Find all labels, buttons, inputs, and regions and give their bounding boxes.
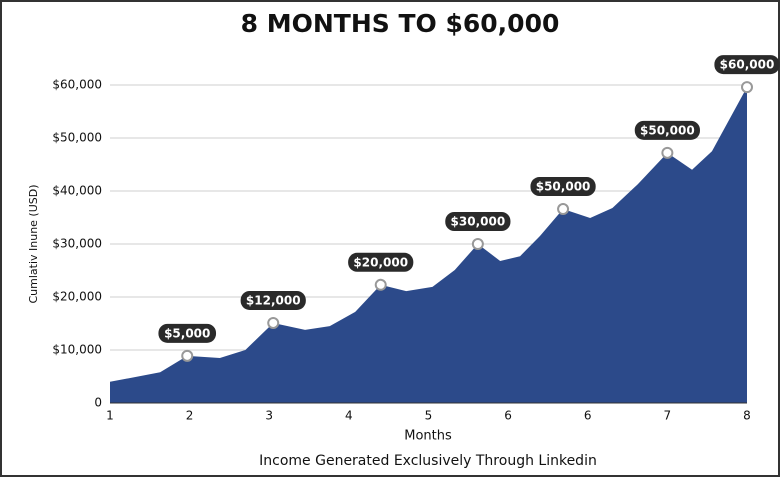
- x-tick-label: 6: [584, 409, 592, 423]
- point-marker: [557, 203, 570, 216]
- y-tick-label: 0: [94, 396, 102, 410]
- annotation: $20,000: [353, 255, 408, 269]
- annotation-box: [240, 290, 306, 310]
- annotation-box: [714, 55, 780, 75]
- x-axis-label: Months: [404, 429, 452, 444]
- y-tick-label: $40,000: [52, 184, 102, 198]
- x-tick-label: 3: [265, 409, 273, 423]
- annotation-box: [348, 252, 414, 272]
- x-tick-label: 6: [504, 409, 512, 423]
- x-tick-label: 1: [106, 409, 114, 423]
- point-marker: [471, 238, 484, 250]
- point-marker: [741, 81, 753, 94]
- point-marker: [661, 146, 674, 159]
- annotation: $12,000: [246, 293, 301, 307]
- x-tick-label: 8: [743, 409, 751, 423]
- x-tick-label: 7: [664, 409, 672, 423]
- subtitle: Income Generated Exclusively Through Lin…: [259, 453, 597, 469]
- annotation-box: [158, 323, 217, 343]
- y-axis-label: Cumlativ Inune (USD): [27, 184, 40, 303]
- point-marker: [374, 278, 387, 291]
- annotation: $60,000: [720, 58, 775, 72]
- annotation-box: [634, 120, 700, 140]
- chart-title: 8 MONTHS TO $60,000: [241, 9, 560, 38]
- point-marker: [267, 316, 280, 329]
- y-tick-label: $60,000: [52, 78, 102, 92]
- x-tick-label: 5: [425, 409, 433, 423]
- annotation-box: [530, 177, 596, 197]
- y-tick-label: $30,000: [52, 237, 102, 251]
- annotation: $30,000: [451, 215, 506, 229]
- point-marker: [181, 349, 194, 362]
- y-tick-label: $20,000: [52, 290, 102, 304]
- x-tick-label: 4: [345, 409, 353, 423]
- annotation: $50,000: [640, 123, 695, 137]
- y-tick-label: $50,000: [52, 131, 102, 145]
- annotation-box: [445, 212, 511, 231]
- area: [110, 87, 747, 404]
- x-tick-label: 2: [186, 409, 194, 423]
- annotation: $50,000: [536, 180, 591, 194]
- y-tick-label: $10,000: [52, 343, 102, 357]
- annotation: $5,000: [164, 326, 210, 340]
